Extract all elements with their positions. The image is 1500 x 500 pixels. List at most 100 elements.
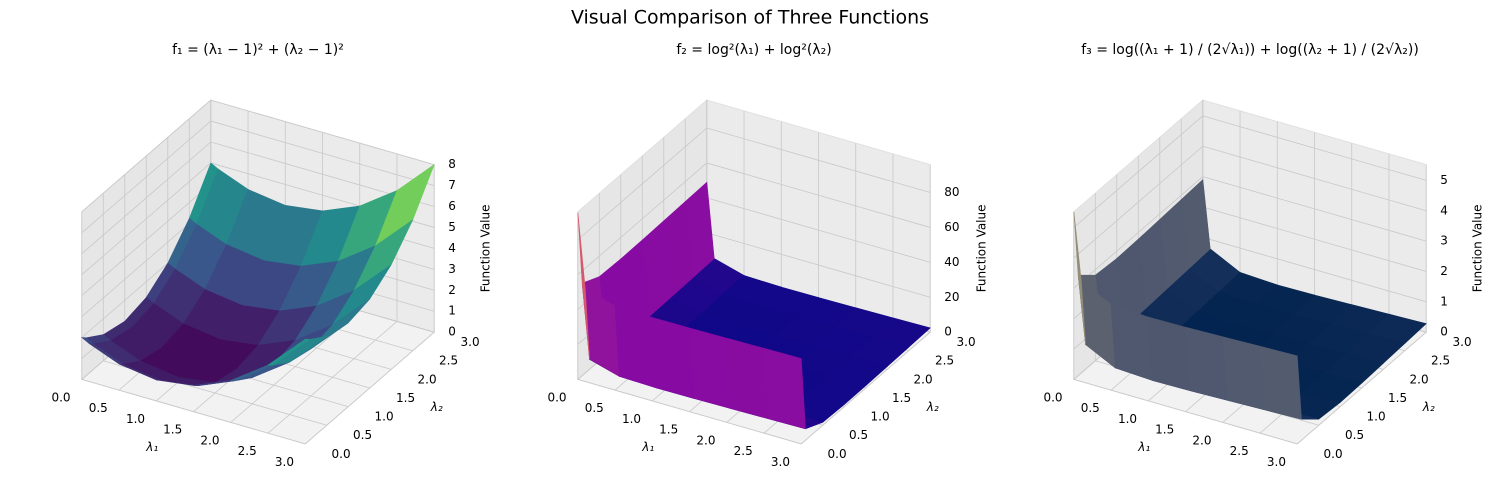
grid-line bbox=[706, 197, 931, 263]
subplot: 0.00.51.01.52.02.53.00.00.51.01.52.02.53… bbox=[547, 42, 988, 469]
figure-title: Visual Comparison of Three Functions bbox=[571, 7, 929, 29]
grid-line bbox=[1073, 379, 1298, 445]
x-tick-label: 1.0 bbox=[622, 412, 641, 426]
z-axis-label: Function Value bbox=[1471, 204, 1485, 292]
surface-patch bbox=[726, 337, 769, 420]
x-tick-label: 0.0 bbox=[51, 390, 70, 404]
y-axis-label: λ₂ bbox=[1422, 400, 1435, 414]
y-tick-label: 0.0 bbox=[332, 447, 351, 461]
grid-line bbox=[81, 379, 306, 445]
grid-line bbox=[81, 162, 212, 275]
y-tick-label: 2.0 bbox=[418, 372, 437, 386]
y-tick-label: 0.5 bbox=[1345, 428, 1364, 442]
surface-patch bbox=[689, 327, 732, 409]
x-tick-label: 3.0 bbox=[1267, 455, 1286, 469]
grid-line bbox=[1073, 176, 1204, 289]
x-tick-label: 1.0 bbox=[126, 412, 145, 426]
x-tick-label: 1.5 bbox=[163, 423, 182, 437]
x-tick-label: 2.5 bbox=[734, 444, 753, 458]
y-tick-label: 1.0 bbox=[1367, 410, 1386, 424]
x-tick-label: 2.5 bbox=[1230, 444, 1249, 458]
subplot-title: f₂ = log²(λ₁) + log²(λ₂) bbox=[676, 42, 831, 58]
z-tick-label: 0 bbox=[448, 325, 456, 339]
surface-patch bbox=[1073, 211, 1086, 345]
z-tick-label: 0 bbox=[944, 325, 952, 339]
grid-line bbox=[81, 141, 212, 255]
z-tick-label: 20 bbox=[944, 290, 959, 304]
x-tick-label: 1.5 bbox=[1155, 423, 1174, 437]
y-tick-label: 3.0 bbox=[461, 335, 480, 349]
grid-line bbox=[706, 162, 931, 228]
x-tick-label: 0.5 bbox=[585, 401, 604, 415]
surface-patch bbox=[1259, 345, 1302, 420]
surface-patch bbox=[577, 212, 590, 360]
subplot: 0.00.51.01.52.02.53.00.00.51.01.52.02.53… bbox=[1043, 42, 1484, 469]
x-tick-label: 0.0 bbox=[547, 390, 566, 404]
z-tick-label: 40 bbox=[944, 255, 959, 269]
grid-line bbox=[1073, 115, 1204, 228]
x-tick-label: 2.5 bbox=[238, 444, 257, 458]
x-tick-label: 2.0 bbox=[696, 433, 715, 447]
grid-line bbox=[577, 379, 802, 445]
z-tick-label: 3 bbox=[1440, 234, 1448, 248]
subplot: 0.00.51.01.52.02.53.00.00.51.01.52.02.53… bbox=[51, 42, 492, 469]
grid-line bbox=[706, 232, 931, 298]
grid-line bbox=[1202, 115, 1427, 181]
x-axis-label: λ₁ bbox=[145, 440, 158, 454]
z-tick-label: 1 bbox=[1440, 294, 1448, 308]
y-tick-label: 2.5 bbox=[935, 354, 954, 368]
z-tick-label: 60 bbox=[944, 220, 959, 234]
grid-line bbox=[81, 99, 212, 213]
subplot-title: f₃ = log((λ₁ + 1) / (2√λ₁)) + log((λ₂ + … bbox=[1081, 42, 1419, 58]
y-tick-label: 3.0 bbox=[957, 335, 976, 349]
x-axis-label: λ₁ bbox=[641, 440, 654, 454]
y-tick-label: 1.0 bbox=[375, 410, 394, 424]
x-axis-label: λ₁ bbox=[1137, 440, 1150, 454]
y-axis-label: λ₂ bbox=[926, 400, 939, 414]
z-tick-label: 8 bbox=[448, 157, 456, 171]
z-axis-label: Function Value bbox=[975, 204, 989, 292]
surface-patch bbox=[763, 347, 806, 430]
grid-line bbox=[1202, 236, 1427, 303]
y-tick-label: 0.0 bbox=[828, 447, 847, 461]
surface-patch bbox=[1147, 316, 1191, 392]
y-tick-label: 3.0 bbox=[1453, 335, 1472, 349]
y-tick-label: 0.5 bbox=[849, 428, 868, 442]
y-tick-label: 2.0 bbox=[914, 372, 933, 386]
surface-patch bbox=[614, 305, 657, 389]
y-tick-label: 1.5 bbox=[396, 391, 415, 405]
x-tick-label: 2.0 bbox=[1192, 433, 1211, 447]
x-tick-label: 0.5 bbox=[1081, 401, 1100, 415]
surface-patch bbox=[651, 317, 695, 399]
grid-line bbox=[706, 127, 931, 193]
z-tick-label: 0 bbox=[1440, 325, 1448, 339]
y-tick-label: 0.5 bbox=[353, 428, 372, 442]
grid-line bbox=[210, 120, 435, 186]
z-tick-label: 5 bbox=[1440, 173, 1448, 187]
z-tick-label: 80 bbox=[944, 185, 959, 199]
x-tick-label: 0.5 bbox=[89, 401, 108, 415]
z-tick-label: 7 bbox=[448, 178, 456, 192]
grid-line bbox=[577, 162, 708, 275]
grid-line bbox=[1202, 206, 1427, 272]
grid-line bbox=[577, 127, 708, 241]
x-tick-label: 2.0 bbox=[200, 433, 219, 447]
x-tick-label: 0.0 bbox=[1043, 390, 1062, 404]
z-tick-label: 4 bbox=[448, 241, 456, 255]
z-tick-label: 4 bbox=[1440, 203, 1448, 217]
surface-patch bbox=[1222, 336, 1265, 411]
y-tick-label: 1.5 bbox=[892, 391, 911, 405]
grid-line bbox=[1202, 145, 1427, 212]
y-tick-label: 2.5 bbox=[1431, 354, 1450, 368]
z-tick-label: 5 bbox=[448, 220, 456, 234]
grid-line bbox=[81, 183, 212, 296]
grid-line bbox=[81, 120, 212, 234]
grid-line bbox=[1202, 176, 1427, 242]
z-tick-label: 1 bbox=[448, 304, 456, 318]
y-tick-label: 2.0 bbox=[1410, 372, 1429, 386]
z-tick-label: 3 bbox=[448, 262, 456, 276]
z-axis-label: Function Value bbox=[479, 204, 493, 292]
z-tick-label: 2 bbox=[448, 283, 456, 297]
grid-line bbox=[1073, 145, 1204, 259]
